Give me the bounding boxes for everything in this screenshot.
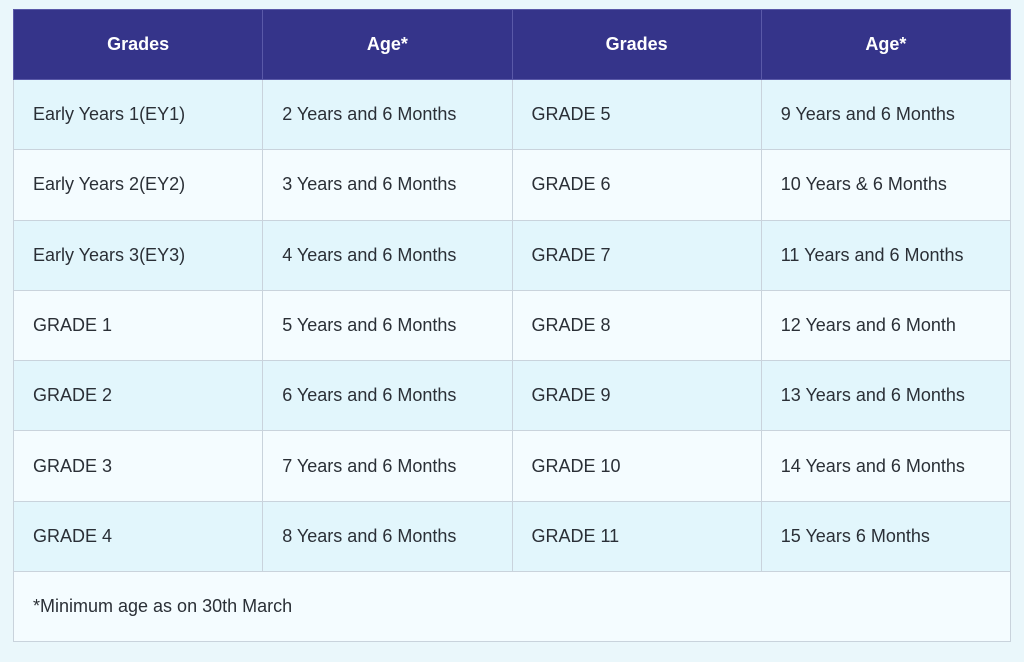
- age-cell: 13 Years and 6 Months: [760, 360, 1012, 432]
- column-header-age: Age*: [262, 9, 513, 80]
- column-header-age-2: Age*: [760, 9, 1012, 80]
- grade-cell: GRADE 11: [511, 500, 762, 573]
- footnote-text: *Minimum age as on 30th March: [13, 571, 1011, 643]
- table-header-row: Grades Age* Grades Age*: [12, 9, 1012, 80]
- grade-cell: Early Years 2(EY2): [12, 149, 264, 221]
- table-row: GRADE 1 5 Years and 6 Months GRADE 8 12 …: [12, 289, 1012, 362]
- age-cell: 15 Years 6 Months: [760, 500, 1012, 573]
- table-row: GRADE 4 8 Years and 6 Months GRADE 11 15…: [12, 500, 1012, 573]
- age-cell: 7 Years and 6 Months: [262, 430, 513, 502]
- grade-cell: GRADE 1: [12, 289, 264, 362]
- grade-cell: GRADE 2: [12, 360, 264, 432]
- grade-cell: GRADE 8: [511, 289, 762, 362]
- grade-cell: GRADE 4: [12, 500, 264, 573]
- grade-cell: GRADE 7: [511, 219, 762, 291]
- age-cell: 11 Years and 6 Months: [760, 219, 1012, 291]
- admission-age-table-container: Grades Age* Grades Age* Early Years 1(EY…: [12, 9, 1012, 643]
- table-row: GRADE 2 6 Years and 6 Months GRADE 9 13 …: [12, 360, 1012, 432]
- table-row: Early Years 1(EY1) 2 Years and 6 Months …: [12, 78, 1012, 151]
- age-cell: 8 Years and 6 Months: [262, 500, 513, 573]
- table-row: Early Years 2(EY2) 3 Years and 6 Months …: [12, 149, 1012, 221]
- age-cell: 5 Years and 6 Months: [262, 289, 513, 362]
- age-cell: 12 Years and 6 Month: [760, 289, 1012, 362]
- age-cell: 9 Years and 6 Months: [760, 78, 1012, 151]
- grade-cell: GRADE 3: [12, 430, 264, 502]
- footnote-row: *Minimum age as on 30th March: [13, 571, 1011, 643]
- grade-cell: GRADE 5: [511, 78, 762, 151]
- grade-cell: GRADE 9: [511, 360, 762, 432]
- column-header-grades: Grades: [12, 9, 264, 80]
- table-row: GRADE 3 7 Years and 6 Months GRADE 10 14…: [12, 430, 1012, 502]
- table-row: Early Years 3(EY3) 4 Years and 6 Months …: [12, 219, 1012, 291]
- grade-age-table: Grades Age* Grades Age* Early Years 1(EY…: [12, 9, 1012, 643]
- grade-cell: GRADE 6: [511, 149, 762, 221]
- age-cell: 2 Years and 6 Months: [262, 78, 513, 151]
- age-cell: 3 Years and 6 Months: [262, 149, 513, 221]
- column-header-grades-2: Grades: [511, 9, 762, 80]
- age-cell: 10 Years & 6 Months: [760, 149, 1012, 221]
- grade-cell: GRADE 10: [511, 430, 762, 502]
- age-cell: 4 Years and 6 Months: [262, 219, 513, 291]
- age-cell: 14 Years and 6 Months: [760, 430, 1012, 502]
- grade-cell: Early Years 1(EY1): [12, 78, 264, 151]
- age-cell: 6 Years and 6 Months: [262, 360, 513, 432]
- grade-cell: Early Years 3(EY3): [12, 219, 264, 291]
